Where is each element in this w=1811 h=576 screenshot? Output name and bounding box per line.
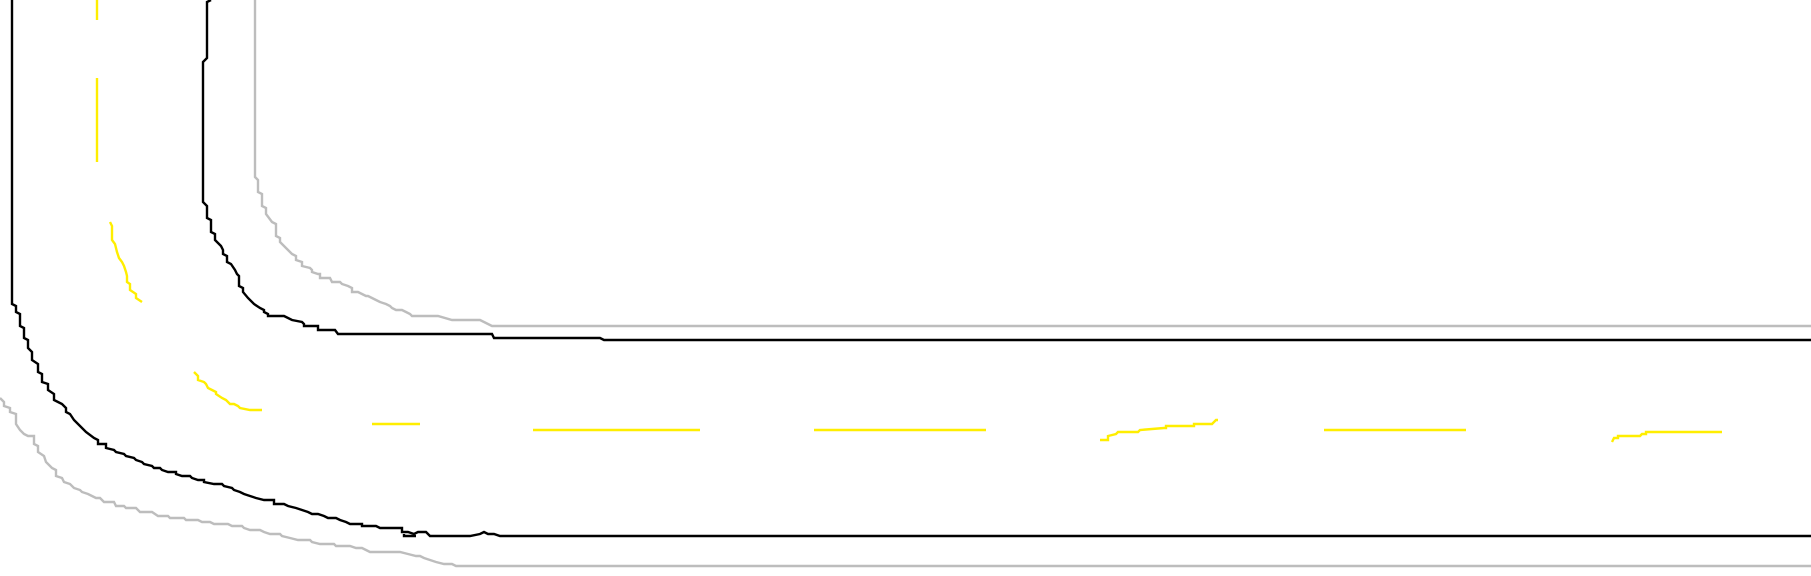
road-edge-inner [201, 0, 1811, 342]
curb-inner [253, 0, 1811, 328]
lane-dash [1610, 430, 1722, 443]
lane-dash [193, 371, 262, 412]
lane-divider-dashed [95, 0, 1722, 443]
lane-dash [108, 221, 143, 303]
road-edge-notch [402, 534, 416, 538]
road-edge-outer [10, 0, 1811, 538]
lane-dash [1100, 418, 1218, 442]
curb-outer [0, 397, 1811, 568]
